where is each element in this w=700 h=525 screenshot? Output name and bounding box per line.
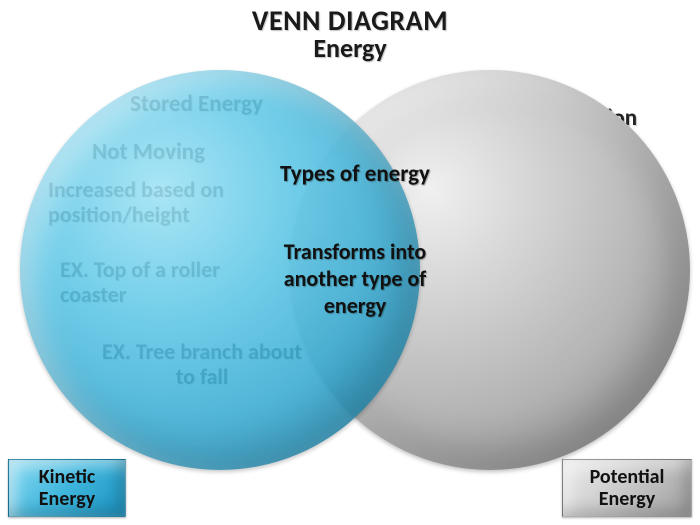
label-kinetic: Kinetic Energy (8, 459, 126, 517)
title-line-1: VENN DIAGRAM (0, 6, 700, 35)
title-line-2: Energy (0, 35, 700, 62)
label-potential: Potential Energy (562, 459, 692, 517)
diagram-title: VENN DIAGRAM Energy (0, 6, 700, 63)
center-item-1: Transforms into another type of energy (270, 238, 440, 319)
center-item-0: Types of energy (270, 160, 440, 188)
venn-stage: VENN DIAGRAM Energy Stored Energy Not Mo… (0, 0, 700, 525)
